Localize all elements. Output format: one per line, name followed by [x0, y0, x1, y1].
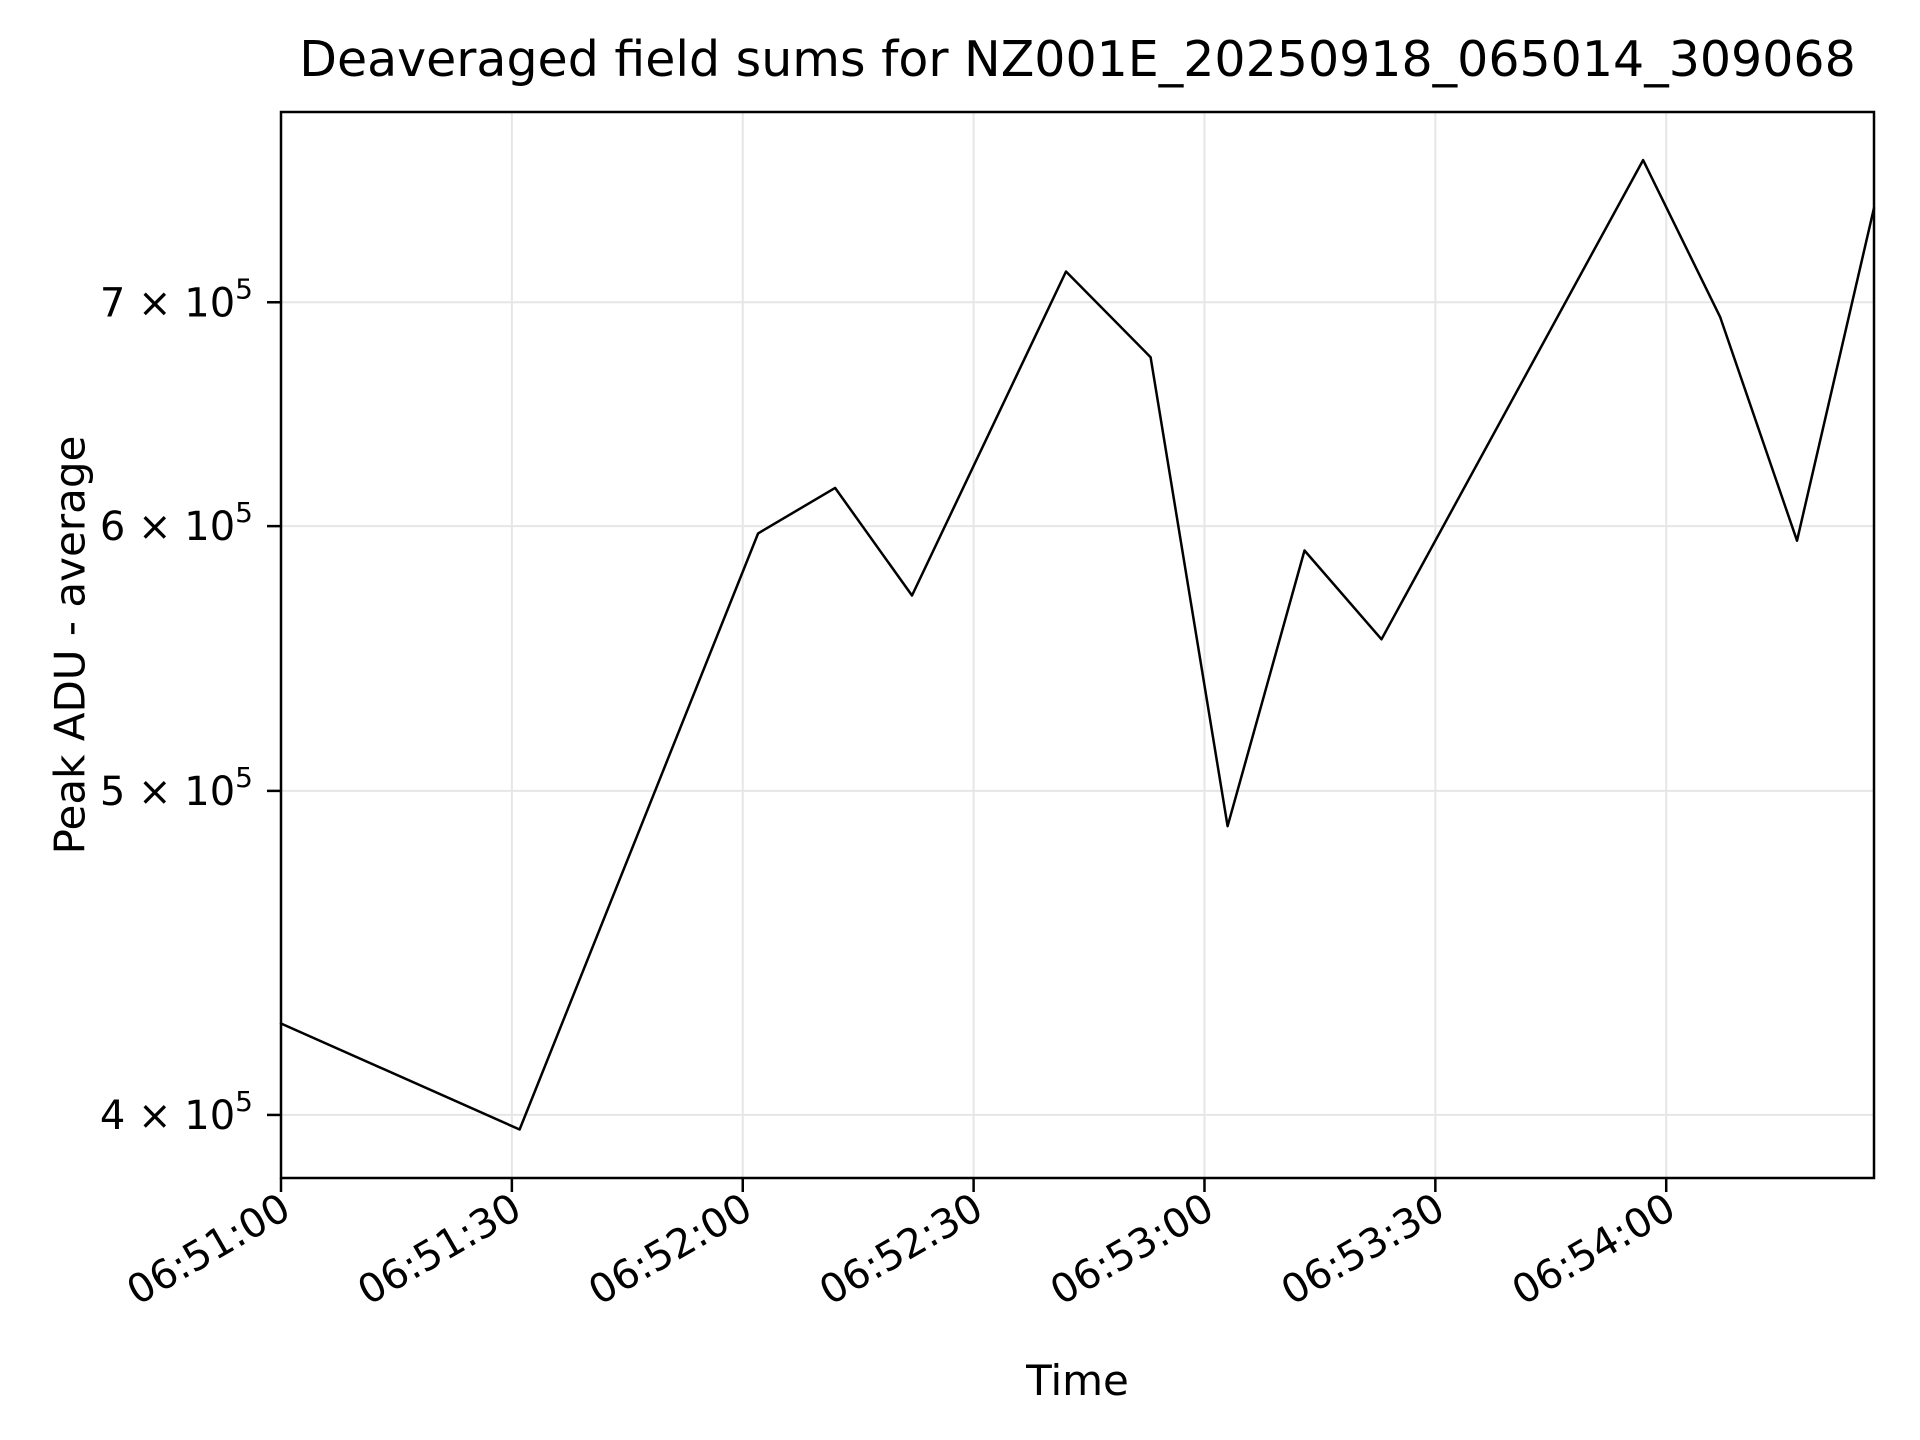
y-tick-label: 6 × 105: [100, 496, 253, 550]
y-tick-exponent: 5: [235, 496, 253, 529]
x-tick-label: 06:52:30: [812, 1185, 991, 1315]
y-tick-label: 7 × 105: [100, 272, 253, 326]
chart-title: Deaveraged field sums for NZ001E_2025091…: [299, 31, 1856, 88]
x-axis-label: Time: [1026, 1356, 1129, 1405]
tick-labels: 06:51:00 06:51:30 06:52:00 06:52:30 06:53:00…: [100, 272, 1683, 1314]
x-tick-label: 06:53:30: [1274, 1185, 1453, 1315]
x-tick-label: 06:52:00: [581, 1185, 760, 1315]
y-tick-exponent: 5: [235, 761, 253, 794]
y-tick-exponent: 5: [235, 272, 253, 305]
plot-border: [279, 110, 1876, 1180]
data-line: [279, 158, 1876, 1131]
ticks: [267, 301, 1668, 1192]
x-tick-label: 06:53:00: [1043, 1185, 1222, 1315]
y-tick-label: 4 × 105: [100, 1085, 253, 1139]
x-tick-label: 06:51:00: [119, 1185, 298, 1315]
y-tick-exponent: 5: [235, 1085, 253, 1118]
y-tick-label: 5 × 105: [100, 761, 253, 815]
gridlines: [280, 112, 1874, 1178]
x-tick-label: 06:54:00: [1505, 1185, 1684, 1315]
x-tick-label: 06:51:30: [350, 1185, 529, 1315]
